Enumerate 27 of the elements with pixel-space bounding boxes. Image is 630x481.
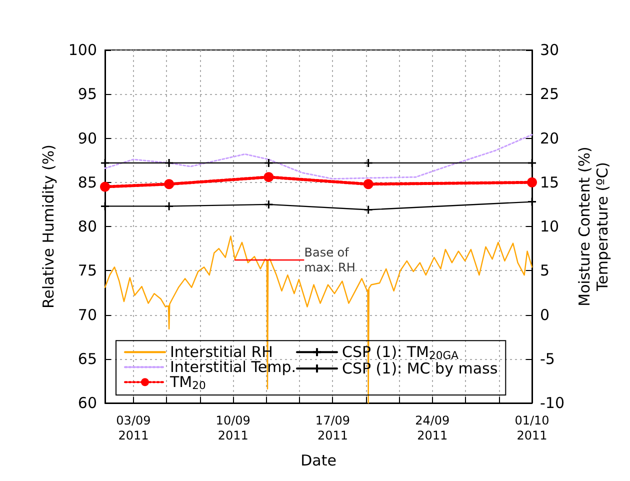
x-tick-label: 01/10 2011 [514,414,550,442]
y2-tick-label: 5 [540,262,550,280]
y2-tick-label: 30 [540,41,560,59]
y2-axis-title: Moisture Content (%) Temperature (ºC) [575,146,612,306]
y2-tick-label: 20 [540,129,560,148]
y2-tick-label: -10 [540,394,564,412]
x-axis-title: Date [300,452,336,470]
y-tick-label: 65 [78,350,97,368]
y-tick-label: 90 [78,129,97,148]
y-tick-label: 60 [78,394,97,412]
x-tick-label: 03/09 2011 [116,414,151,442]
annotation: Base of max. RH [304,246,356,275]
y-tick-label: 95 [78,85,97,104]
x-tick-label: 24/09 2011 [415,414,450,442]
y2-tick-label: 0 [540,306,550,324]
x-tick-label: 10/09 2011 [216,414,250,442]
y2-tick-label: 15 [540,173,560,192]
y-tick-label: 85 [78,173,97,192]
y-tick-label: 70 [78,306,97,324]
y-tick-label: 100 [68,41,97,59]
y-tick-label: 75 [78,262,97,280]
y2-tick-label: 10 [540,218,560,236]
y-tick-label: 80 [78,218,97,236]
y-axis-title: Relative Humidity (%) [39,144,58,308]
x-tick-label: 17/09 2011 [315,414,350,442]
y2-tick-label: -5 [540,350,555,368]
y2-tick-label: 25 [540,85,560,104]
